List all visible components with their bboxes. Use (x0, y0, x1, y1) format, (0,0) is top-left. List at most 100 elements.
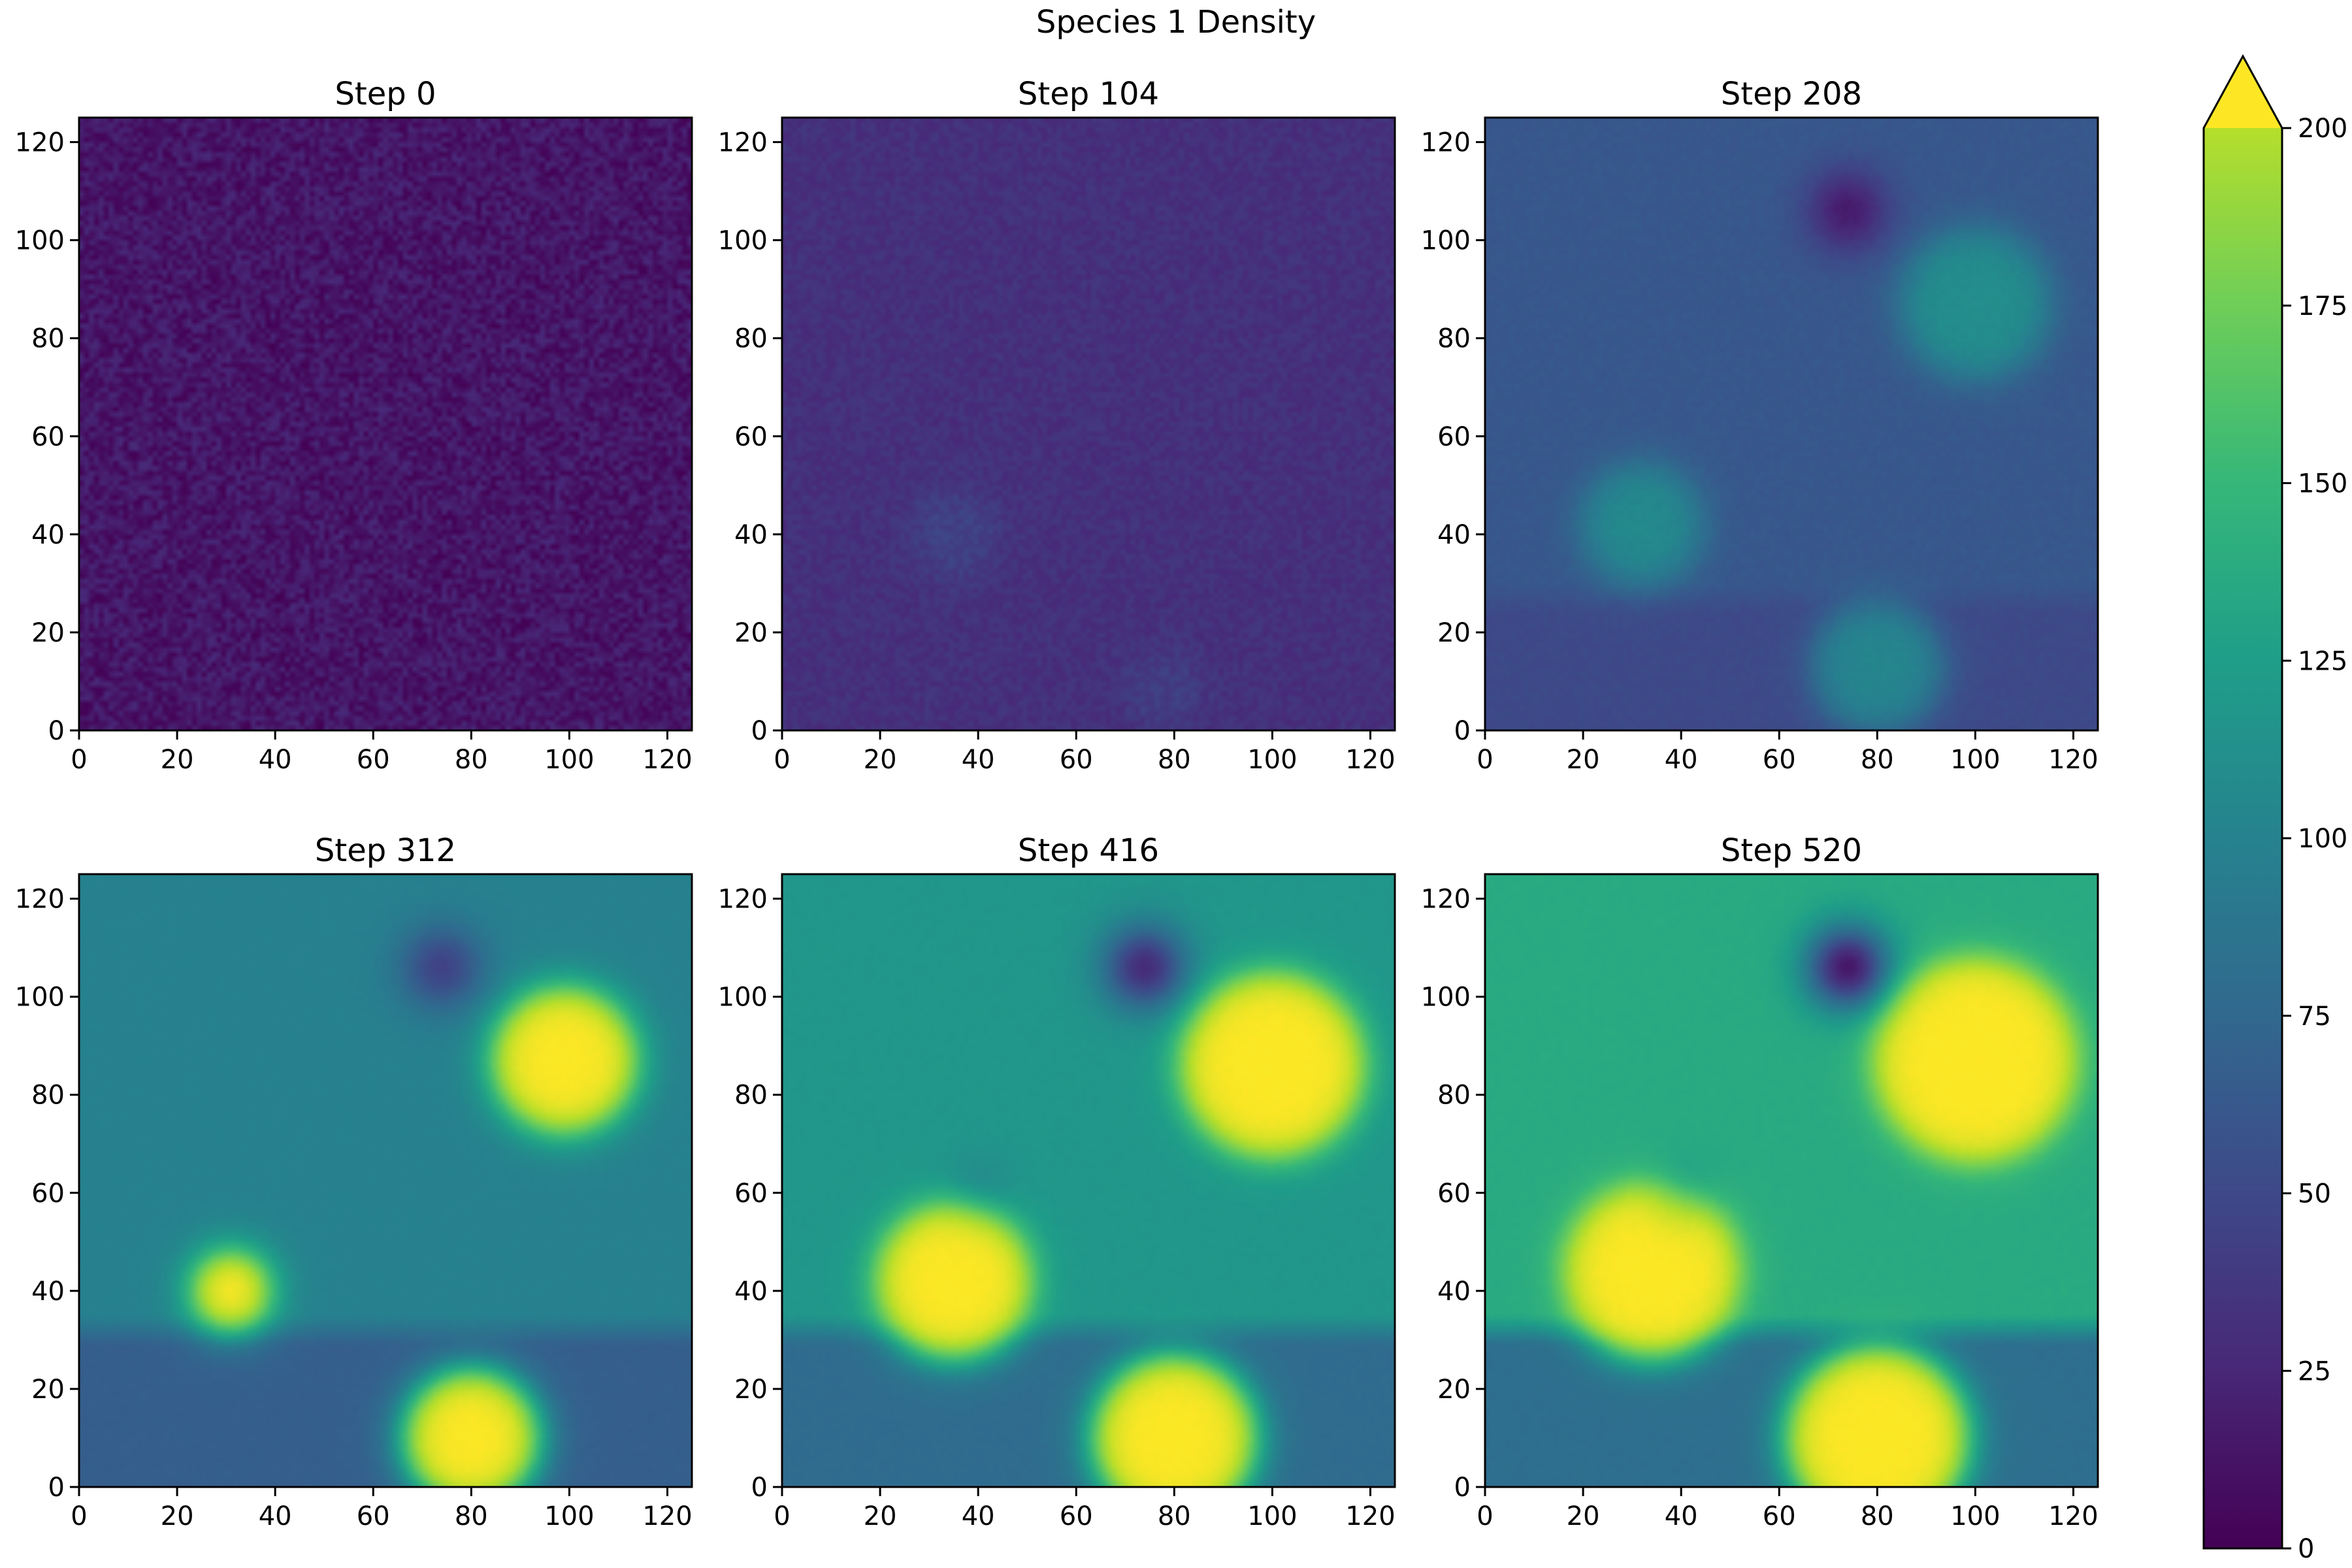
y-tick-label: 120 (1421, 885, 1471, 915)
x-tick-label: 100 (1950, 745, 2000, 775)
x-tick-label: 60 (357, 745, 390, 775)
colorbar-tick-label: 175 (2298, 291, 2347, 321)
heatmap-image (782, 874, 1395, 1487)
panel-title: Step 416 (1018, 832, 1159, 869)
y-tick-label: 20 (1437, 618, 1471, 648)
colorbar-tick-label: 200 (2298, 114, 2347, 144)
x-tick-label: 120 (642, 1501, 692, 1531)
x-tick-label: 120 (2048, 1501, 2098, 1531)
x-tick-label: 100 (544, 1501, 594, 1531)
x-tick-label: 0 (71, 1501, 87, 1531)
colorbar-outline (2202, 54, 2283, 1550)
axes-frame (781, 116, 1396, 732)
colorbar-tick-label: 125 (2298, 646, 2347, 676)
x-tick-label: 40 (962, 745, 995, 775)
x-tick-label: 80 (1158, 745, 1191, 775)
y-tick-label: 100 (15, 983, 65, 1013)
y-tick-label: 60 (734, 422, 768, 452)
x-tick-label: 120 (642, 745, 692, 775)
colorbar-tick-label: 100 (2298, 824, 2347, 854)
x-tick-label: 40 (1665, 745, 1698, 775)
y-tick-label: 20 (1437, 1375, 1471, 1405)
x-tick-label: 60 (1060, 1501, 1093, 1531)
x-tick-label: 20 (161, 745, 194, 775)
panel-title: Step 520 (1721, 832, 1862, 869)
y-tick-label: 20 (734, 1375, 768, 1405)
heatmap-panel: Step 0 0 20 40 60 80 100 120 0 20 40 60 80 100 120 (15, 76, 693, 775)
panel-title: Step 0 (335, 76, 436, 112)
y-tick-label: 120 (15, 885, 65, 915)
y-tick-label: 0 (751, 716, 768, 746)
figure-title: Species 1 Density (1036, 4, 1316, 41)
y-tick-label: 100 (1421, 983, 1471, 1013)
y-tick-label: 60 (1437, 422, 1471, 452)
y-tick-label: 120 (1421, 128, 1471, 158)
colorbar-tick-label: 150 (2298, 469, 2347, 499)
heatmap-panel: Step 312 0 20 40 60 80 100 120 0 20 40 60 80 100 120 (15, 832, 693, 1531)
x-tick-label: 20 (1567, 745, 1600, 775)
x-tick-label: 40 (1665, 1501, 1698, 1531)
x-tick-label: 0 (71, 745, 87, 775)
colorbar-tick-label: 0 (2298, 1534, 2314, 1564)
heatmap-image (782, 118, 1395, 730)
x-tick-label: 100 (1247, 1501, 1297, 1531)
y-tick-label: 40 (734, 1277, 768, 1307)
panel-title: Step 208 (1721, 76, 1862, 112)
axes-frame (78, 873, 693, 1488)
x-tick-label: 60 (1763, 745, 1796, 775)
heatmap-image (79, 118, 692, 730)
panel-title: Step 312 (315, 832, 456, 869)
x-tick-label: 100 (544, 745, 594, 775)
axes-frame (1484, 873, 2099, 1488)
y-tick-label: 60 (31, 422, 65, 452)
panel-title: Step 104 (1018, 76, 1159, 112)
y-tick-label: 80 (31, 1081, 65, 1111)
y-tick-label: 100 (718, 226, 768, 256)
heatmap-panel: Step 416 0 20 40 60 80 100 120 0 20 40 60 80 100 120 (718, 832, 1396, 1531)
x-tick-label: 0 (774, 745, 790, 775)
colorbar: 0 25 50 75 100 125 150 175 200 (2202, 54, 2347, 1564)
x-tick-label: 80 (455, 1501, 488, 1531)
y-tick-label: 80 (1437, 324, 1471, 354)
x-tick-label: 80 (1158, 1501, 1191, 1531)
x-tick-label: 80 (455, 745, 488, 775)
y-tick-label: 100 (15, 226, 65, 256)
y-tick-label: 100 (718, 983, 768, 1013)
x-tick-label: 60 (1763, 1501, 1796, 1531)
x-tick-label: 120 (1345, 745, 1395, 775)
x-tick-label: 100 (1950, 1501, 2000, 1531)
x-tick-label: 60 (1060, 745, 1093, 775)
y-tick-label: 40 (31, 520, 65, 550)
x-tick-label: 40 (259, 745, 292, 775)
y-tick-label: 0 (1454, 1473, 1471, 1503)
heatmap-panel: Step 208 0 20 40 60 80 100 120 0 20 40 60 80 100 120 (1421, 76, 2099, 775)
x-tick-label: 120 (2048, 745, 2098, 775)
y-tick-label: 40 (1437, 520, 1471, 550)
x-tick-label: 20 (864, 745, 897, 775)
colorbar-tick-label: 50 (2298, 1179, 2331, 1209)
y-tick-label: 0 (48, 716, 65, 746)
x-tick-label: 0 (1477, 745, 1493, 775)
heatmap-panel: Step 104 0 20 40 60 80 100 120 0 20 40 60 80 100 120 (718, 76, 1396, 775)
x-tick-label: 20 (864, 1501, 897, 1531)
colorbar-extend-arrow (2204, 56, 2282, 128)
y-tick-label: 20 (734, 618, 768, 648)
y-tick-label: 40 (734, 520, 768, 550)
colorbar-tick-label: 75 (2298, 1002, 2331, 1032)
y-tick-label: 60 (734, 1179, 768, 1209)
heatmap-panel: Step 520 0 20 40 60 80 100 120 0 20 40 60 80 100 120 (1421, 832, 2099, 1531)
x-tick-label: 0 (1477, 1501, 1493, 1531)
x-tick-label: 0 (774, 1501, 790, 1531)
x-tick-label: 20 (161, 1501, 194, 1531)
x-tick-label: 80 (1861, 1501, 1894, 1531)
y-tick-label: 80 (734, 324, 768, 354)
y-tick-label: 100 (1421, 226, 1471, 256)
axes-frame (1484, 116, 2099, 732)
y-tick-label: 60 (1437, 1179, 1471, 1209)
y-tick-label: 20 (31, 618, 65, 648)
colorbar-tick-label: 25 (2298, 1356, 2331, 1386)
y-tick-label: 40 (1437, 1277, 1471, 1307)
heatmap-image (79, 874, 692, 1487)
y-tick-label: 80 (31, 324, 65, 354)
